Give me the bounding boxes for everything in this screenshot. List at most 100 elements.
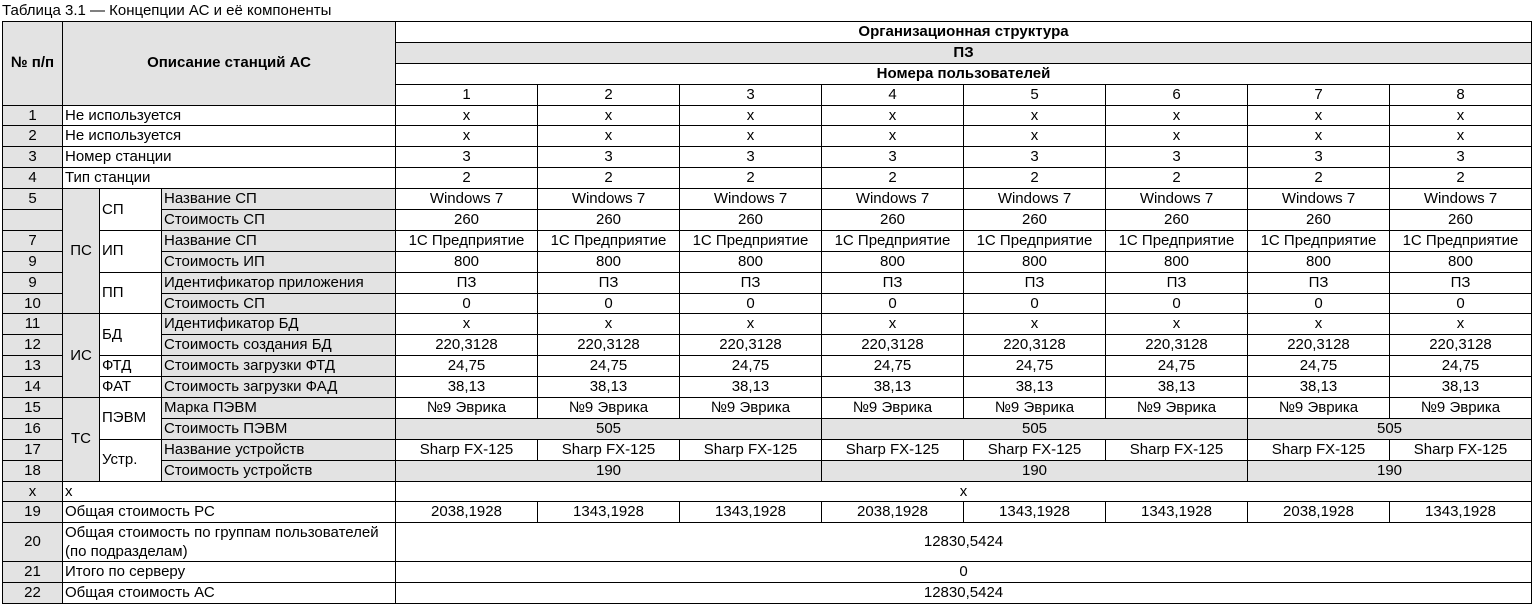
value-cell: x (537, 104, 680, 127)
value-cell: 260 (1105, 209, 1248, 231)
value-cell: x (821, 125, 964, 148)
value-cell: 0 (1105, 292, 1248, 315)
user-number-4: 4 (821, 83, 964, 106)
value-cell: x (963, 313, 1106, 336)
value-cell: 38,13 (1389, 376, 1532, 399)
value-cell: 1С Предприятие (1105, 229, 1248, 252)
value-cell: ПЗ (1247, 271, 1390, 294)
value-cell: 220,3128 (537, 334, 680, 357)
value-cell: x (679, 104, 822, 127)
row-label: Не используется (62, 125, 396, 148)
value-cell: 24,75 (1389, 355, 1532, 378)
value-cell: 24,75 (395, 355, 538, 378)
table-row: 17 Устр. Название устройств Sharp FX-125 Sha… (2, 438, 1532, 482)
row-label: Не используется (62, 104, 396, 127)
sub-ip: ИП (99, 229, 162, 273)
value-cell: 0 (1389, 292, 1532, 315)
row-number: 4 (2, 167, 63, 190)
value-cell: 220,3128 (1105, 334, 1248, 357)
table-row: 11 ИС БД Идентификатор БД x x x x x x x x (2, 313, 1532, 399)
value-cell: 1343,1928 (1389, 501, 1532, 524)
row-label: Общая стоимость по группам пользователей… (62, 522, 396, 563)
value-cell: Sharp FX-125 (679, 438, 822, 461)
value-cell: 0 (537, 292, 680, 315)
sub-pevm: ПЭВМ (99, 397, 162, 440)
value-cell: 1С Предприятие (537, 229, 680, 252)
row-number: 1 (2, 104, 63, 127)
sub-pp: ПП (99, 271, 162, 315)
sub-ustr: Устр. (99, 438, 162, 482)
value-cell: 800 (1389, 250, 1532, 273)
header-org-structure: Организационная структура (395, 21, 1532, 43)
table-row: 13 ФТД Стоимость загрузки ФТД 24,75 24,75 24,… (2, 355, 1532, 378)
header-num: № п/п (2, 21, 63, 106)
value-cell: 800 (821, 250, 964, 273)
value-cell: 1С Предприятие (963, 229, 1106, 252)
row-label: Стоимость ИП (161, 250, 396, 273)
value-cell: x (395, 125, 538, 148)
value-cell: 1С Предприятие (679, 229, 822, 252)
value-cell: Sharp FX-125 (537, 438, 680, 461)
value-cell: 24,75 (963, 355, 1106, 378)
row-label: Общая стоимость РС (62, 501, 396, 524)
table-row: 9 ПП Идентификатор приложения ПЗ ПЗ ПЗ ПЗ ПЗ ПЗ П… (2, 271, 1532, 315)
table-row: 18 Стоимость устройств 190 190 190 (2, 459, 1532, 482)
value-cell: 2038,1928 (395, 501, 538, 524)
row-number: 14 (2, 376, 63, 399)
value-cell: 0 (679, 292, 822, 315)
value-cell: ПЗ (1389, 271, 1532, 294)
sub-fat: ФАТ (99, 376, 162, 399)
table-row: 2 Не используется x x x x x x x x (2, 125, 1532, 148)
value-cell: 1343,1928 (679, 501, 822, 524)
value-cell: Windows 7 (963, 188, 1106, 211)
row-label: Идентификатор БД (161, 313, 396, 336)
row-number: 16 (2, 417, 63, 440)
value-cell: Sharp FX-125 (1105, 438, 1248, 461)
value-cell: x (1389, 125, 1532, 148)
table-row: 19 Общая стоимость РС 2038,1928 1343,1928 13… (2, 501, 1532, 524)
value-cell: №9 Эврика (537, 397, 680, 419)
value-cell: Sharp FX-125 (821, 438, 964, 461)
value-cell: 3 (1389, 146, 1532, 169)
value-cell: 220,3128 (1247, 334, 1390, 357)
header-pz: ПЗ (395, 41, 1532, 64)
merged-value-cell: 190 (395, 459, 822, 482)
value-cell: Windows 7 (679, 188, 822, 211)
row-label: Тип станции (62, 167, 396, 190)
group-ts: ТС (62, 397, 100, 482)
value-cell: 260 (395, 209, 538, 231)
value-cell: 2 (963, 167, 1106, 190)
value-cell: №9 Эврика (963, 397, 1106, 419)
value-cell: 220,3128 (821, 334, 964, 357)
value-cell: 3 (537, 146, 680, 169)
value-cell: 1С Предприятие (1247, 229, 1390, 252)
value-cell: 2 (1389, 167, 1532, 190)
row-label: Идентификатор приложения (161, 271, 396, 294)
value-cell: Windows 7 (1105, 188, 1248, 211)
value-cell: x (1389, 104, 1532, 127)
table-row: 7 ИП Название СП 1С Предприятие 1С Предприят… (2, 229, 1532, 273)
value-cell: 1343,1928 (537, 501, 680, 524)
value-cell: №9 Эврика (821, 397, 964, 419)
value-cell: x (1247, 125, 1390, 148)
value-cell: x (679, 125, 822, 148)
row-label: Номер станции (62, 146, 396, 169)
header-description: Описание станций АС (62, 21, 396, 106)
row-number: 17 (2, 438, 63, 461)
value-cell: 260 (1247, 209, 1390, 231)
group-is: ИС (62, 313, 100, 399)
user-number-5: 5 (963, 83, 1106, 106)
value-cell: 2038,1928 (821, 501, 964, 524)
header-user-numbers: Номера пользователей (395, 62, 1532, 85)
table-row: Стоимость СП 260 260 260 260 260 260 260 260 (2, 209, 1532, 231)
value-cell: Windows 7 (395, 188, 538, 211)
value-cell: 1343,1928 (1105, 501, 1248, 524)
row-number: 9 (2, 271, 63, 294)
value-cell: 260 (1389, 209, 1532, 231)
merged-value-cell: x (395, 480, 1532, 503)
value-cell: x (963, 104, 1106, 127)
row-number: 20 (2, 522, 63, 563)
user-number-3: 3 (679, 83, 822, 106)
value-cell: 800 (395, 250, 538, 273)
value-cell: 3 (963, 146, 1106, 169)
